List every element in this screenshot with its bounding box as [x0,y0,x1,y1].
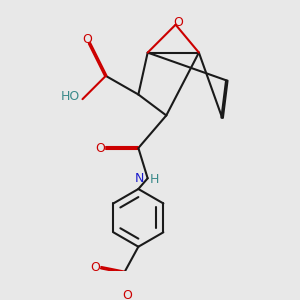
Text: O: O [173,16,183,29]
Text: O: O [90,261,100,274]
Text: H: H [150,173,159,186]
Text: N: N [135,172,144,185]
Text: O: O [122,289,132,300]
Text: O: O [82,33,92,46]
Text: HO: HO [61,90,80,103]
Text: O: O [95,142,105,154]
